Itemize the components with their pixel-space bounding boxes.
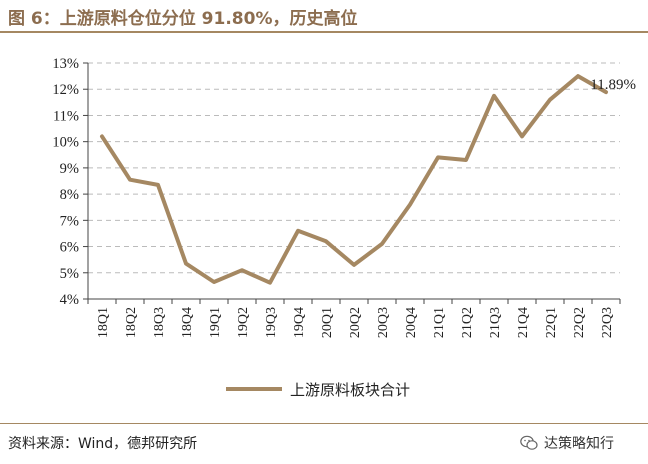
x-tick-label: 21Q2 bbox=[460, 307, 475, 338]
x-tick-label: 21Q4 bbox=[516, 307, 531, 338]
y-tick-label: 7% bbox=[60, 213, 79, 229]
title-rule bbox=[0, 31, 648, 33]
y-tick-label: 5% bbox=[60, 266, 79, 282]
x-tick-label: 21Q1 bbox=[432, 307, 447, 338]
data-label: 11.89% bbox=[590, 77, 636, 93]
x-tick-label: 20Q2 bbox=[348, 307, 363, 338]
y-tick-label: 4% bbox=[60, 292, 79, 308]
x-tick-label: 20Q1 bbox=[320, 307, 335, 338]
x-tick-label: 22Q1 bbox=[544, 307, 559, 338]
x-tick-label: 20Q3 bbox=[376, 307, 391, 338]
x-tick-label: 22Q2 bbox=[572, 307, 587, 338]
y-tick-label: 13% bbox=[52, 56, 79, 72]
source-rule bbox=[0, 423, 648, 424]
watermark-text: 达策略知行 bbox=[544, 436, 614, 452]
x-tick-label: 19Q2 bbox=[236, 307, 251, 338]
source-text: 资料来源：Wind，德邦研究所 bbox=[8, 436, 198, 452]
y-tick-label: 6% bbox=[60, 240, 79, 256]
x-tick-label: 19Q3 bbox=[264, 307, 279, 338]
y-tick-label: 12% bbox=[52, 82, 79, 98]
x-axis: 18Q1 18Q2 18Q3 18Q4 19Q1 19Q2 19Q3 19Q4 20Q1 20Q2… bbox=[87, 298, 621, 338]
line-chart: 4%5%6%7%8%9%10%11%12%13% 18Q1 18Q2 18Q3 18Q… bbox=[52, 56, 636, 399]
x-tick-label: 19Q4 bbox=[292, 307, 307, 338]
x-tick-label: 18Q1 bbox=[96, 307, 111, 338]
y-axis: 4% 5% 6% 7% 8% 9% 10% 11% 12% 13% bbox=[52, 56, 89, 308]
figure-title: 图 6：上游原料仓位分位 91.80%，历史高位 bbox=[8, 9, 358, 29]
series-line bbox=[100, 74, 608, 285]
x-tick-label: 19Q1 bbox=[208, 307, 223, 338]
y-tick-label: 9% bbox=[60, 161, 79, 177]
grid-lines bbox=[88, 62, 620, 274]
y-tick-label: 11% bbox=[53, 108, 79, 124]
x-tick-label: 18Q2 bbox=[124, 307, 139, 338]
x-tick-label: 18Q4 bbox=[180, 307, 195, 338]
x-tick-label: 22Q3 bbox=[600, 307, 615, 338]
y-tick-label: 8% bbox=[60, 187, 79, 203]
x-tick-label: 21Q3 bbox=[488, 307, 503, 338]
wechat-icon bbox=[520, 435, 538, 450]
legend: 上游原料板块合计 bbox=[226, 381, 410, 399]
series-lines: 11.89% bbox=[100, 74, 636, 285]
x-tick-label: 20Q4 bbox=[404, 307, 419, 338]
y-tick-label: 10% bbox=[52, 135, 79, 151]
wechat-watermark: 达策略知行 bbox=[520, 432, 614, 454]
legend-label: 上游原料板块合计 bbox=[290, 381, 410, 399]
x-tick-label: 18Q3 bbox=[152, 307, 167, 338]
